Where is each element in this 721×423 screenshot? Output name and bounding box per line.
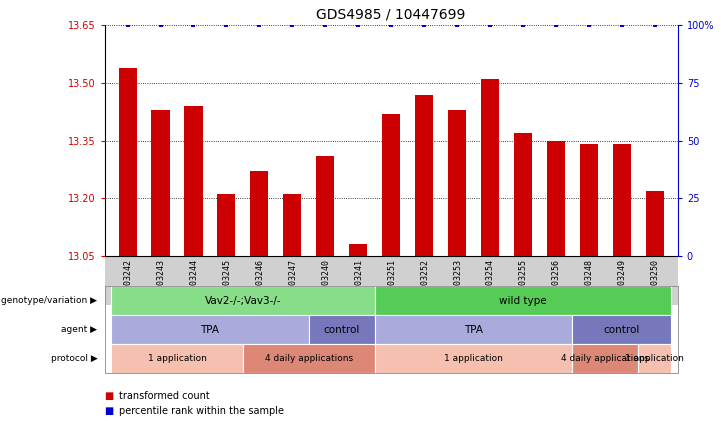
- Bar: [217, 195, 236, 256]
- Point: [254, 22, 265, 29]
- Text: 4 daily applications: 4 daily applications: [561, 354, 650, 363]
- Text: percentile rank within the sample: percentile rank within the sample: [119, 406, 284, 416]
- Bar: [151, 110, 169, 256]
- Bar: [580, 145, 598, 256]
- Text: Vav2-/-;Vav3-/-: Vav2-/-;Vav3-/-: [205, 296, 281, 306]
- Point: [517, 22, 528, 29]
- Point: [155, 22, 167, 29]
- Text: 1 application: 1 application: [148, 354, 206, 363]
- Text: ■: ■: [105, 406, 117, 416]
- Point: [221, 22, 232, 29]
- Bar: [547, 140, 565, 256]
- Point: [286, 22, 298, 29]
- Bar: [382, 114, 400, 256]
- Bar: [448, 110, 466, 256]
- Text: control: control: [603, 324, 640, 335]
- Text: ■: ■: [105, 391, 117, 401]
- Point: [319, 22, 331, 29]
- Text: protocol ▶: protocol ▶: [50, 354, 97, 363]
- Text: 4 daily applications: 4 daily applications: [265, 354, 353, 363]
- Point: [353, 22, 364, 29]
- Bar: [613, 145, 631, 256]
- Text: wild type: wild type: [499, 296, 547, 306]
- Point: [122, 22, 133, 29]
- Bar: [481, 79, 499, 256]
- Point: [583, 22, 595, 29]
- Title: GDS4985 / 10447699: GDS4985 / 10447699: [317, 8, 466, 22]
- Bar: [645, 191, 664, 256]
- Text: transformed count: transformed count: [119, 391, 210, 401]
- Bar: [415, 94, 433, 256]
- Bar: [185, 106, 203, 256]
- Text: control: control: [324, 324, 360, 335]
- Text: TPA: TPA: [464, 324, 483, 335]
- Bar: [317, 156, 335, 256]
- Point: [485, 22, 496, 29]
- Text: genotype/variation ▶: genotype/variation ▶: [1, 296, 97, 305]
- Point: [616, 22, 627, 29]
- Point: [451, 22, 463, 29]
- Text: 1 application: 1 application: [444, 354, 503, 363]
- Point: [418, 22, 430, 29]
- Bar: [514, 133, 532, 256]
- Point: [550, 22, 562, 29]
- Bar: [349, 244, 367, 256]
- Text: 1 application: 1 application: [625, 354, 684, 363]
- Text: agent ▶: agent ▶: [61, 325, 97, 334]
- Point: [649, 22, 660, 29]
- Point: [386, 22, 397, 29]
- Point: [187, 22, 199, 29]
- Text: TPA: TPA: [200, 324, 219, 335]
- Bar: [250, 171, 268, 256]
- Bar: [118, 68, 137, 256]
- Bar: [283, 195, 301, 256]
